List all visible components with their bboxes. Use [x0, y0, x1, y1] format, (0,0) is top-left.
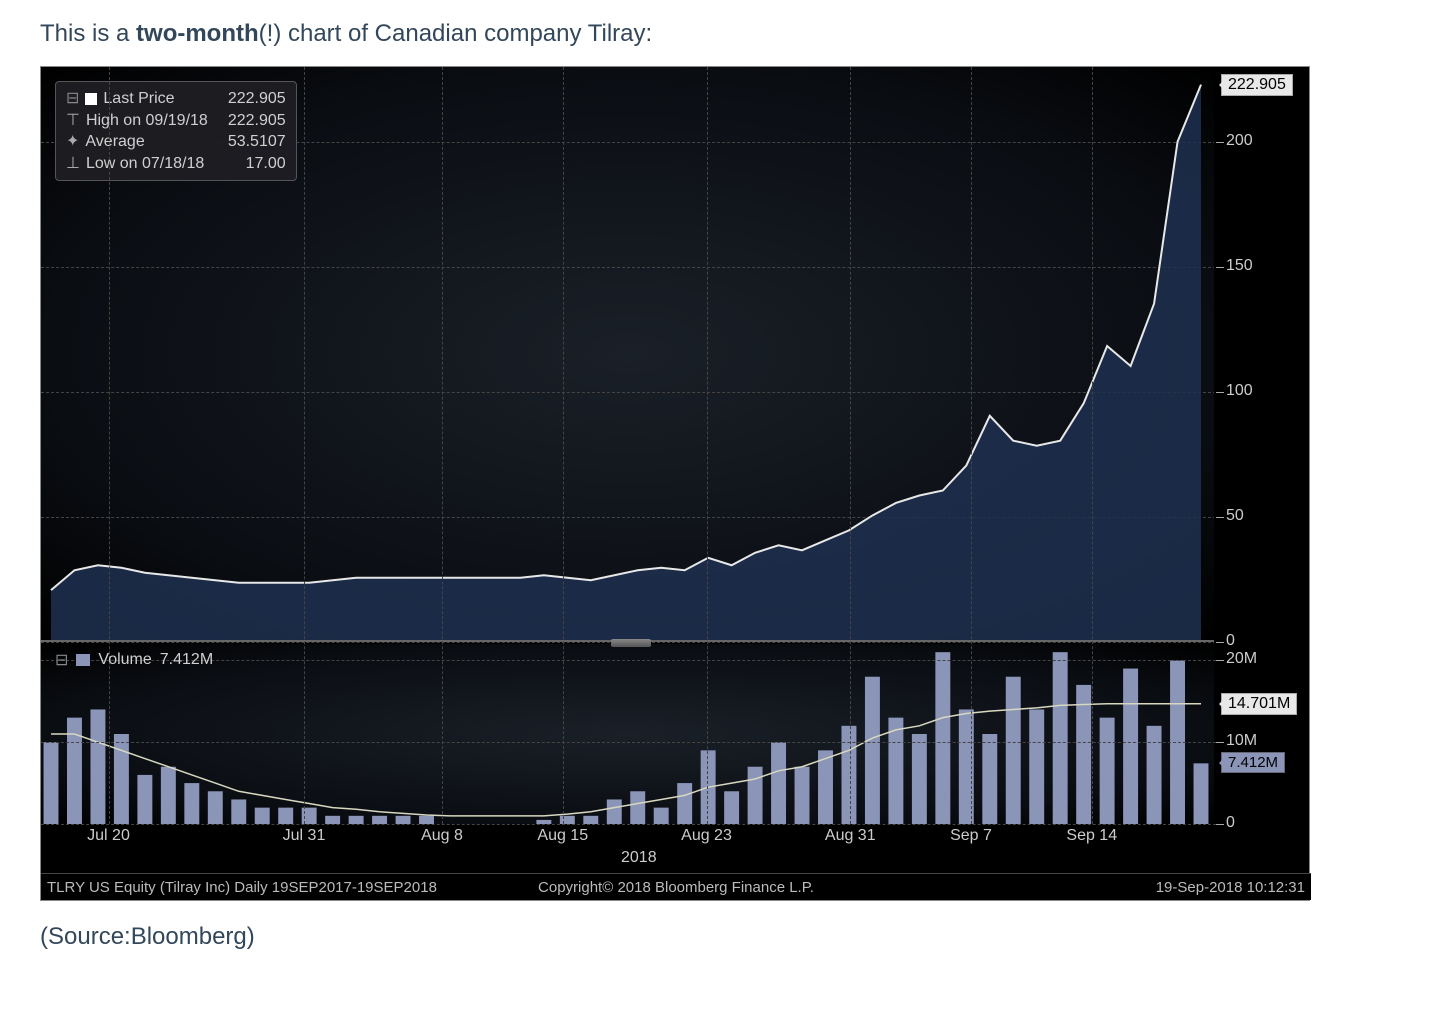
footer-timestamp: 19-Sep-2018 10:12:31 — [1156, 879, 1305, 896]
volume-chart-panel[interactable]: ⊟ Volume 7.412M — [41, 644, 1216, 824]
low-marker-icon: ⊥ — [66, 153, 80, 175]
price-legend: ⊟ Last Price 222.905 ⊤ High on 09/19/18 22… — [55, 81, 297, 181]
source-caption: (Source:Bloomberg) — [40, 923, 1389, 951]
caption-prefix: This is a — [40, 20, 136, 47]
x-axis-year: 2018 — [621, 849, 657, 867]
legend-low-label: Low on 07/18/18 — [86, 153, 204, 175]
volume-legend-value: 7.412M — [160, 651, 213, 669]
price-ytick-label: 100 — [1226, 382, 1253, 400]
price-ytick-label: 150 — [1226, 257, 1253, 275]
expand-icon[interactable]: ⊟ — [66, 88, 79, 110]
volume-swatch-icon — [76, 654, 90, 666]
expand-icon[interactable]: ⊟ — [55, 650, 68, 670]
panel-resize-handle[interactable] — [611, 639, 651, 647]
legend-high-value: 222.905 — [214, 110, 286, 132]
high-marker-icon: ⊤ — [66, 110, 80, 132]
volume-bar-chart — [41, 644, 1216, 824]
x-tick-label: Sep 7 — [950, 827, 992, 845]
legend-avg-value: 53.5107 — [214, 131, 286, 153]
x-tick-label: Aug 8 — [421, 827, 463, 845]
x-tick-label: Aug 23 — [681, 827, 732, 845]
price-ytick-label: 50 — [1226, 507, 1244, 525]
x-tick-label: Jul 31 — [283, 827, 326, 845]
volume-ytick-label: 0 — [1226, 814, 1235, 832]
price-ytick-label: 0 — [1226, 632, 1235, 650]
bloomberg-terminal: ⊟ Last Price 222.905 ⊤ High on 09/19/18 22… — [40, 66, 1310, 901]
series-swatch-icon — [85, 93, 97, 105]
caption-bold: two-month — [136, 20, 259, 47]
legend-last-value: 222.905 — [214, 88, 286, 110]
price-chart-panel[interactable]: ⊟ Last Price 222.905 ⊤ High on 09/19/18 22… — [41, 67, 1216, 642]
volume-ytick-label: 20M — [1226, 650, 1257, 668]
volume-callout: 7.412M — [1221, 752, 1285, 773]
x-tick-label: Sep 14 — [1066, 827, 1117, 845]
last-price-callout: 222.905 — [1221, 74, 1293, 96]
volume-callout: 14.701M — [1221, 693, 1297, 715]
legend-high-label: High on 09/19/18 — [86, 110, 208, 132]
caption-top: This is a two-month(!) chart of Canadian… — [40, 20, 1389, 48]
volume-ytick-label: 10M — [1226, 732, 1257, 750]
x-tick-label: Aug 15 — [537, 827, 588, 845]
legend-last-label: Last Price — [103, 88, 174, 110]
terminal-footer: TLRY US Equity (Tilray Inc) Daily 19SEP2… — [41, 873, 1311, 900]
x-tick-label: Jul 20 — [87, 827, 130, 845]
x-tick-label: Aug 31 — [825, 827, 876, 845]
legend-low-value: 17.00 — [232, 153, 286, 175]
volume-legend: ⊟ Volume 7.412M — [55, 650, 213, 670]
legend-avg-label: Average — [85, 131, 144, 153]
footer-left: TLRY US Equity (Tilray Inc) Daily 19SEP2… — [47, 879, 437, 896]
price-ytick-label: 200 — [1226, 132, 1253, 150]
volume-legend-label: Volume — [98, 651, 151, 669]
caption-suffix: (!) chart of Canadian company Tilray: — [259, 20, 653, 47]
avg-marker-icon: ✦ — [66, 131, 79, 153]
footer-copyright: Copyright© 2018 Bloomberg Finance L.P. — [538, 879, 814, 896]
